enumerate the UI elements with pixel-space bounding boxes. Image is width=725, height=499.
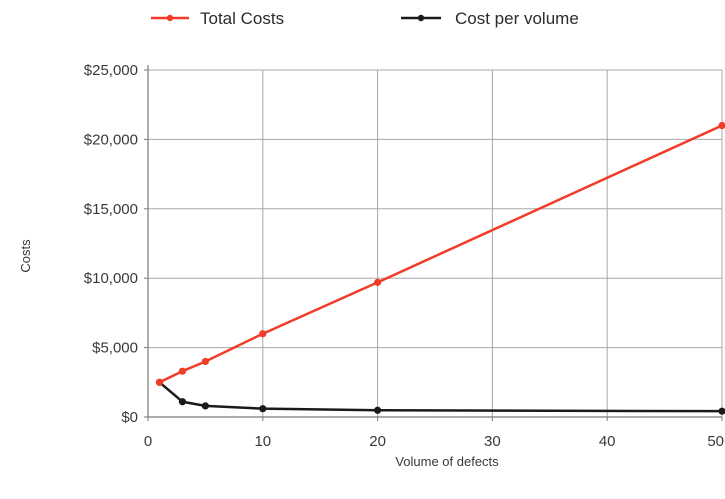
x-tick-label: 30	[484, 433, 501, 450]
data-point-cost-per-volume	[259, 405, 267, 413]
data-point-total-costs	[201, 357, 209, 366]
data-point-total-costs	[374, 278, 382, 286]
legend-item-cost-per-volume: Cost per volume	[401, 9, 579, 28]
series-line-cost-per-volume	[158, 381, 723, 413]
data-point-cost-per-volume	[178, 398, 187, 406]
legend-label: Total Costs	[200, 9, 284, 28]
data-point-total-costs	[259, 330, 267, 338]
x-tick-label: 50	[707, 433, 724, 450]
y-axis-title: Costs	[18, 239, 33, 273]
series-total-costs	[155, 121, 725, 386]
axes	[144, 65, 723, 421]
legend-item-total-costs: Total Costs	[151, 9, 284, 28]
legend: Total Costs Cost per volume	[151, 9, 579, 28]
data-point-total-costs	[178, 367, 187, 375]
y-tick-label: $20,000	[84, 131, 138, 148]
data-point-cost-per-volume	[718, 407, 725, 415]
y-tick-label: $10,000	[84, 270, 138, 287]
series-cost-per-volume	[155, 378, 725, 415]
y-tick-label: $5,000	[92, 340, 138, 357]
data-point-cost-per-volume	[374, 406, 382, 414]
data-point-total-costs	[155, 378, 164, 386]
x-tick-label: 10	[254, 433, 271, 450]
x-tick-label: 40	[599, 433, 616, 450]
series	[155, 121, 725, 415]
legend-swatch-marker	[166, 14, 174, 22]
x-axis-title: Volume of defects	[395, 454, 499, 469]
y-tick-label: $25,000	[84, 62, 138, 79]
x-tick-label: 0	[144, 433, 152, 450]
data-point-cost-per-volume	[201, 402, 209, 410]
legend-label: Cost per volume	[455, 9, 579, 28]
tick-labels: $0 $5,000 $10,000 $15,000 $20,000 $25,000 0 10 2…	[84, 62, 724, 450]
y-tick-label: $0	[121, 409, 138, 426]
y-tick-label: $15,000	[84, 201, 138, 218]
legend-swatch-marker	[417, 14, 425, 22]
gridlines	[148, 69, 723, 417]
data-point-total-costs	[718, 121, 725, 130]
series-line-total-costs	[158, 124, 723, 384]
x-tick-label: 20	[369, 433, 386, 450]
